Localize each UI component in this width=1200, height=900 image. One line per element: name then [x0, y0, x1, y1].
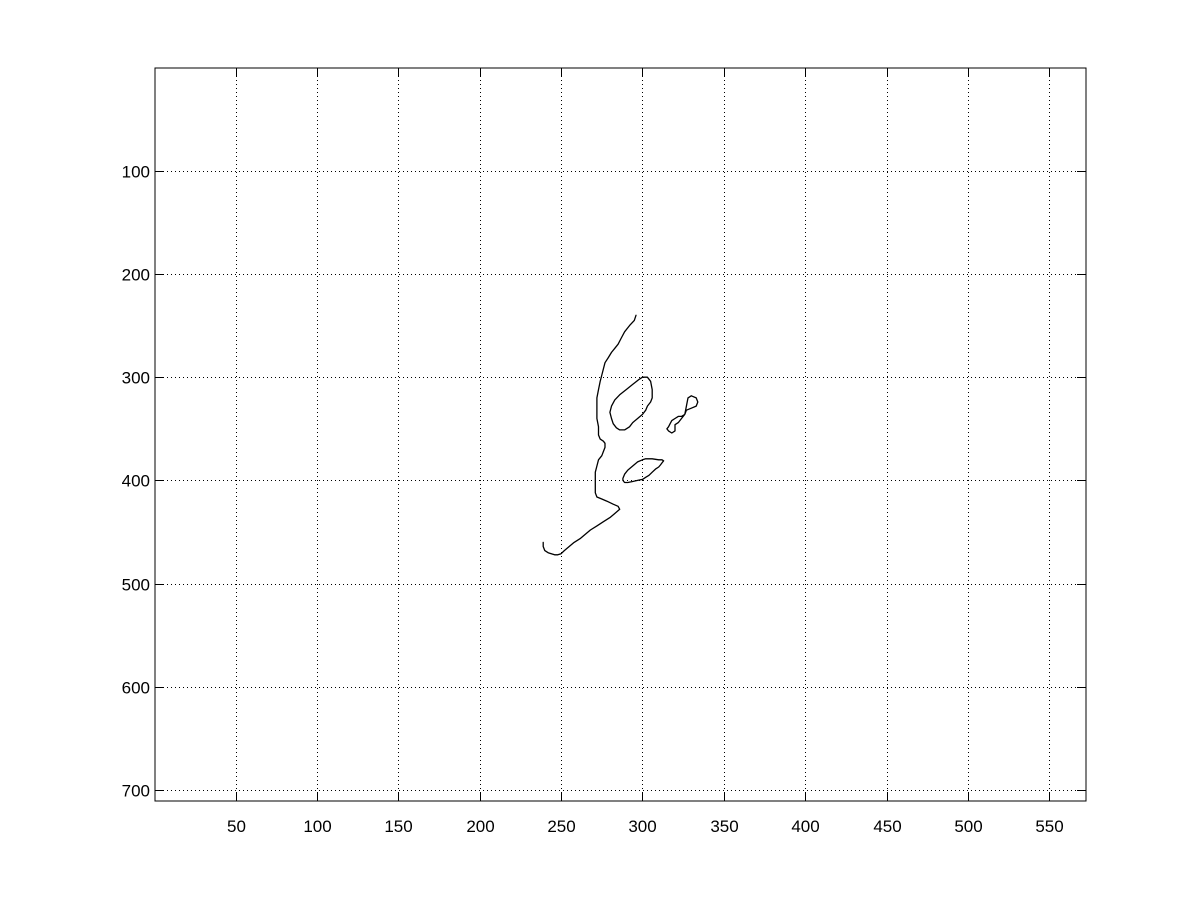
axes-frame — [154, 67, 1087, 802]
y-tick-label: 500 — [122, 576, 150, 595]
axes-box — [154, 67, 1087, 802]
series-layer — [542, 314, 699, 556]
x-tick-label: 400 — [791, 817, 819, 836]
x-tick-label: 100 — [303, 817, 331, 836]
tick-layer — [155, 68, 1086, 801]
x-tick-label: 50 — [227, 817, 246, 836]
x-tick-label: 150 — [384, 817, 412, 836]
x-tick-label: 350 — [710, 817, 738, 836]
series-line-1 — [542, 314, 637, 556]
y-tick-label: 400 — [122, 472, 150, 491]
x-tick-label: 300 — [628, 817, 656, 836]
series-line-4 — [622, 458, 665, 484]
x-tick-label: 450 — [873, 817, 901, 836]
y-tick-label: 600 — [122, 679, 150, 698]
series-line-2 — [609, 376, 653, 431]
x-tick-label: 550 — [1035, 817, 1063, 836]
y-tick-label: 300 — [122, 369, 150, 388]
plot-area — [154, 67, 1087, 802]
y-tick-label: 100 — [122, 163, 150, 182]
y-tick-label: 200 — [122, 266, 150, 285]
series-line-3 — [666, 395, 699, 434]
y-tick-label: 700 — [122, 782, 150, 801]
x-tick-labels: 50 100 150 200 250 300 350 400 450 500 550 — [227, 817, 1064, 836]
y-tick-labels: 100 200 300 400 500 600 700 — [122, 163, 150, 801]
x-tick-label: 500 — [954, 817, 982, 836]
x-tick-label: 200 — [466, 817, 494, 836]
x-tick-label: 250 — [547, 817, 575, 836]
